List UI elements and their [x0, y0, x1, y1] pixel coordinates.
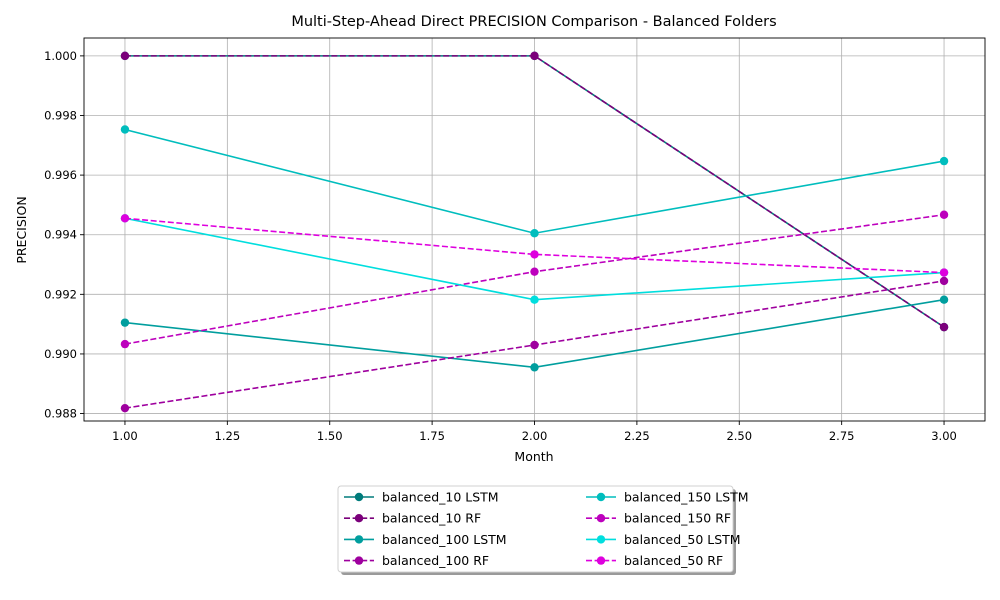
legend-label: balanced_100 RF	[382, 553, 489, 568]
data-point	[120, 125, 130, 134]
x-axis-label: Month	[514, 449, 553, 464]
y-tick-label: 0.996	[44, 168, 77, 182]
data-point	[120, 214, 130, 223]
data-point	[530, 267, 539, 276]
data-point	[530, 340, 539, 350]
y-tick-label: 1.000	[44, 49, 77, 63]
data-point	[939, 210, 949, 219]
legend-marker	[596, 556, 606, 565]
data-point	[120, 339, 130, 349]
x-tick-label: 2.25	[624, 429, 650, 443]
y-axis-label: PRECISION	[14, 196, 29, 263]
legend-label: balanced_150 RF	[624, 511, 731, 526]
data-point	[939, 322, 949, 332]
plot-area: 1.00 1.25 1.50 1.75 2.00 2.25 2.50 2.75 3.00 0.98…	[44, 37, 986, 443]
y-tick-label: 0.992	[44, 287, 77, 301]
x-tick-label: 2.75	[829, 429, 855, 443]
data-point	[530, 229, 539, 238]
y-tick-label: 0.988	[44, 407, 77, 421]
data-point	[120, 403, 130, 413]
y-tick-label: 0.994	[44, 228, 77, 242]
legend-marker	[354, 492, 364, 502]
legend-marker	[596, 535, 606, 544]
series-line	[124, 217, 945, 274]
x-tick-label: 1.50	[317, 429, 343, 443]
legend-marker	[596, 514, 606, 523]
data-point	[530, 51, 539, 61]
data-point	[120, 318, 130, 327]
x-tick-label: 2.00	[522, 429, 548, 443]
data-point	[939, 268, 949, 277]
legend-label: balanced_150 LSTM	[624, 490, 749, 505]
data-point	[120, 51, 130, 61]
legend-label: balanced_100 LSTM	[382, 532, 507, 547]
data-point	[939, 156, 949, 166]
x-tick-label: 1.75	[419, 429, 445, 443]
x-tick-label: 3.00	[931, 429, 957, 443]
data-point	[530, 295, 539, 304]
legend-marker	[354, 514, 364, 523]
data-point	[939, 276, 949, 286]
legend-marker	[354, 535, 364, 544]
y-tick-label: 0.998	[44, 108, 77, 122]
data-point	[939, 295, 949, 304]
data-point	[530, 250, 539, 259]
legend-label: balanced_50 LSTM	[624, 532, 741, 547]
x-tick-label: 2.50	[726, 429, 752, 443]
legend: balanced_10 LSTM balanced_10 RF balanced_1…	[337, 485, 749, 575]
legend-label: balanced_10 RF	[382, 511, 481, 526]
x-tick-label: 1.00	[112, 429, 138, 443]
legend-label: balanced_50 RF	[624, 553, 723, 568]
chart-title: Multi-Step-Ahead Direct PRECISION Compar…	[291, 14, 776, 30]
legend-marker	[596, 492, 606, 502]
x-tick-label: 1.25	[215, 429, 241, 443]
legend-box	[337, 485, 734, 573]
legend-marker	[354, 556, 364, 565]
legend-label: balanced_10 LSTM	[382, 490, 499, 505]
series-layer	[120, 51, 949, 413]
data-point	[530, 363, 539, 372]
y-tick-label: 0.990	[44, 347, 77, 361]
